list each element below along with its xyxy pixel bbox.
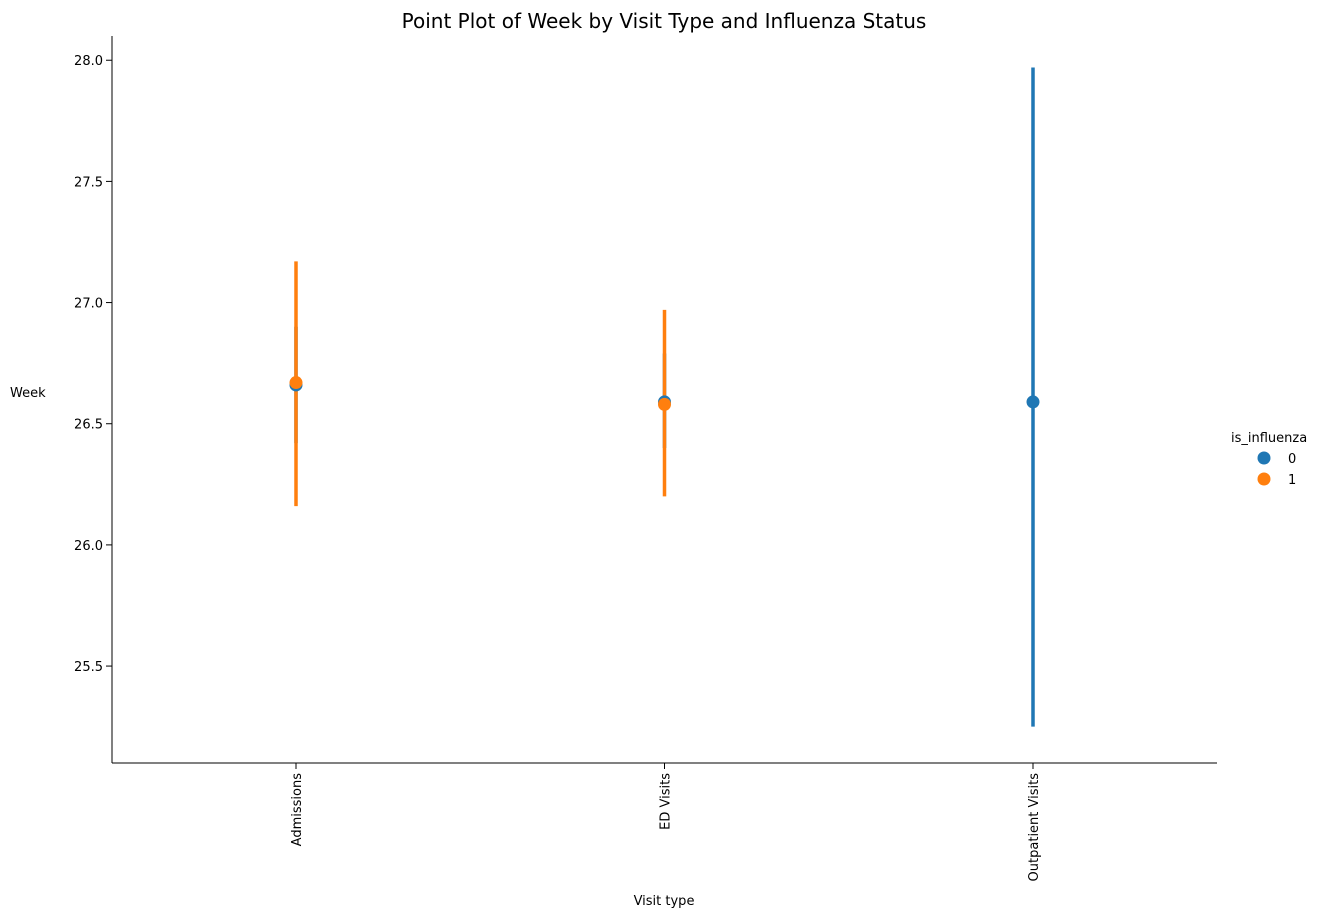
y-tick-label: 28.0 — [74, 54, 103, 69]
legend-marker — [1257, 451, 1271, 465]
legend-label: 1 — [1288, 473, 1296, 488]
y-tick-label: 26.0 — [74, 539, 103, 554]
chart-title: Point Plot of Week by Visit Type and Inf… — [402, 9, 927, 33]
legend-label: 0 — [1288, 452, 1296, 467]
series-group — [289, 67, 1040, 727]
y-tick-label: 27.0 — [74, 297, 103, 312]
legend-marker — [1257, 472, 1271, 486]
legend: is_influenza 0 1 — [1231, 431, 1307, 488]
x-tick-label: Admissions — [290, 773, 305, 847]
data-point — [658, 397, 671, 411]
y-axis: 25.5 26.0 26.5 27.0 27.5 28.0 — [74, 54, 112, 675]
y-tick-label: 25.5 — [74, 660, 103, 675]
x-tick-label: Outpatient Visits — [1027, 773, 1042, 882]
data-point — [1026, 395, 1040, 409]
data-point — [289, 376, 303, 390]
x-axis-label: Visit type — [634, 894, 695, 909]
y-tick-label: 27.5 — [74, 175, 103, 190]
y-tick-label: 26.5 — [74, 418, 103, 433]
y-axis-label: Week — [10, 386, 46, 401]
legend-title: is_influenza — [1231, 431, 1307, 446]
x-tick-label: ED Visits — [659, 773, 674, 830]
x-axis: Admissions ED Visits Outpatient Visits — [290, 763, 1042, 881]
